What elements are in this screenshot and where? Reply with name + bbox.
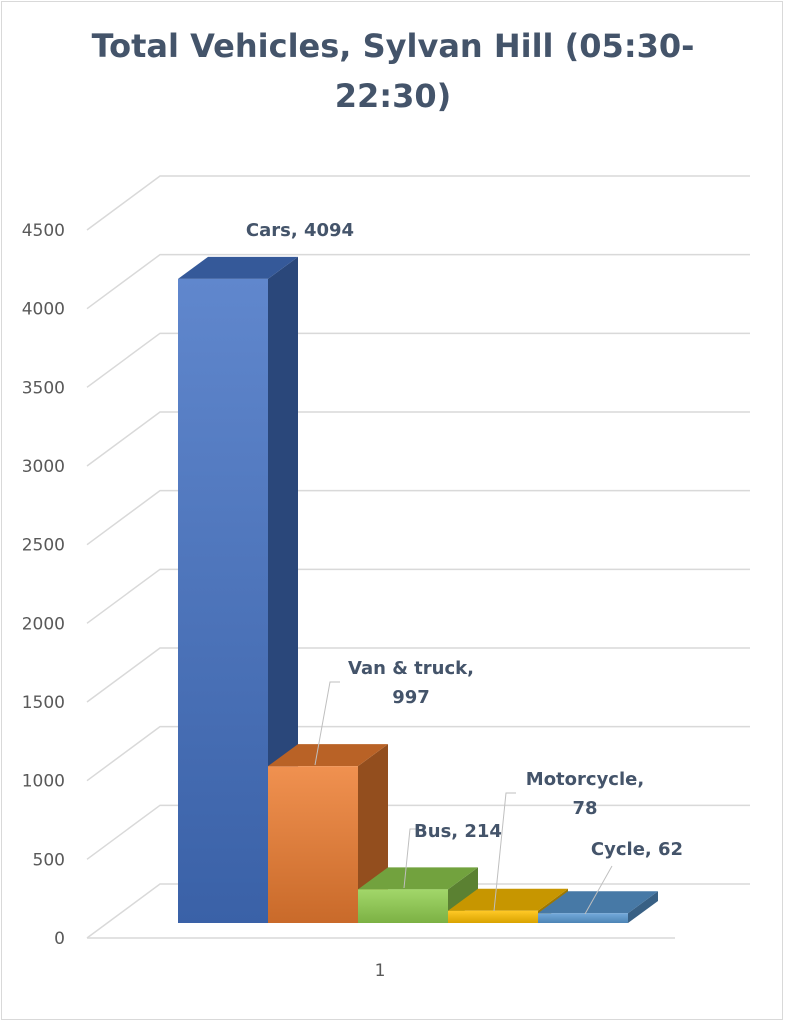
bar-side-face [628, 891, 658, 923]
y-tick-label: 2000 [22, 614, 65, 634]
gridline [86, 175, 750, 231]
data-label: 997 [392, 687, 430, 708]
bar-cycle [538, 891, 658, 923]
data-label: Van & truck, [348, 658, 474, 679]
floor-back-edge [86, 883, 750, 939]
y-tick-label: 4500 [22, 221, 65, 241]
bar-front-face [358, 889, 448, 923]
y-tick-label: 1500 [22, 693, 65, 713]
gridline [86, 568, 750, 624]
data-label: Bus, 214 [414, 821, 502, 842]
data-label: Motorcycle, [526, 769, 644, 790]
bar-top-face [538, 891, 658, 914]
bar-van-truck [268, 744, 388, 923]
x-tick-label: 1 [375, 961, 386, 981]
gridline [86, 647, 750, 703]
y-tick-label: 3500 [22, 378, 65, 398]
y-tick-label: 500 [33, 850, 65, 870]
gridline [86, 725, 750, 782]
bar-front-face [448, 910, 538, 923]
bar-top-face [268, 744, 388, 767]
bar-top-face [358, 867, 478, 890]
data-label-leader-line [584, 865, 613, 915]
data-label: Cars, 4094 [246, 220, 354, 241]
data-label-leader-line [314, 681, 340, 766]
chart-title-line-1: Total Vehicles, Sylvan Hill (05:30- [92, 27, 695, 65]
bar-top-face [178, 256, 298, 279]
data-label: Cycle, 62 [591, 839, 683, 860]
chart-title-line-2: 22:30) [335, 77, 451, 115]
gridline [86, 253, 750, 310]
y-tick-label: 0 [54, 929, 65, 949]
gridline [86, 411, 750, 467]
data-label-leader-line [493, 792, 516, 912]
data-label-leader-line [403, 828, 418, 889]
y-tick-label: 4000 [22, 300, 65, 320]
y-tick-label: 2500 [22, 536, 65, 556]
gridline [86, 332, 750, 388]
y-tick-label: 1000 [22, 772, 65, 792]
bar-top-face [448, 888, 568, 911]
gridline [86, 489, 750, 546]
data-label: 78 [572, 798, 597, 819]
gridline [86, 804, 750, 860]
bar-front-face [268, 766, 358, 923]
bar-front-face [178, 278, 268, 923]
bar-front-face [538, 913, 628, 923]
y-tick-label: 3000 [22, 457, 65, 477]
